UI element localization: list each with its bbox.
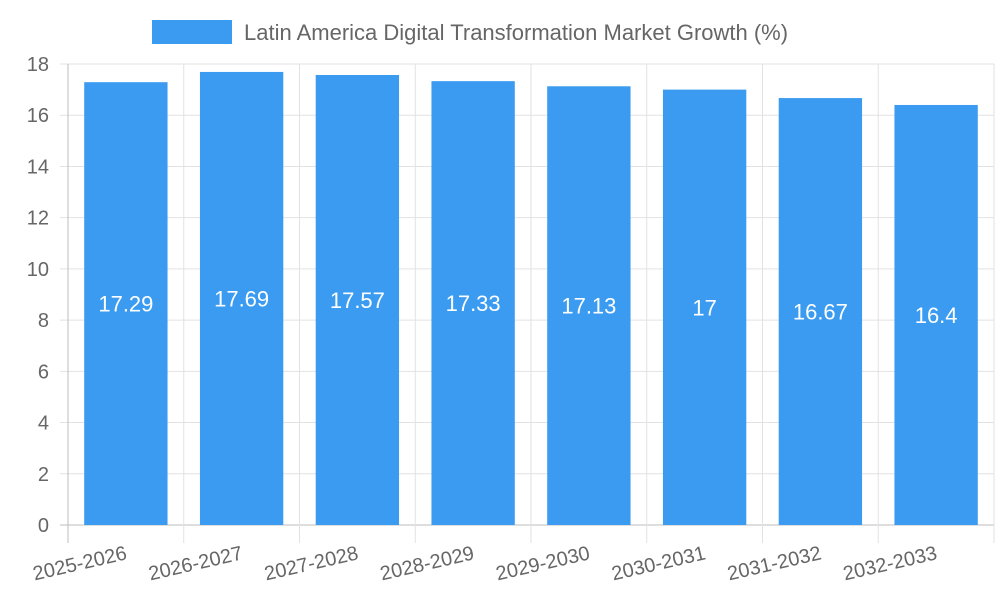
bar-value-label: 16.4 bbox=[915, 303, 958, 328]
y-tick-label: 4 bbox=[38, 413, 49, 435]
bar[interactable] bbox=[315, 75, 400, 525]
y-tick-label: 16 bbox=[27, 105, 49, 127]
x-tick-label: 2030-2031 bbox=[610, 542, 708, 585]
x-tick-label: 2025-2026 bbox=[31, 542, 129, 585]
y-tick-label: 10 bbox=[27, 259, 49, 281]
bar[interactable] bbox=[894, 104, 978, 525]
bar[interactable] bbox=[778, 98, 863, 525]
legend-label: Latin America Digital Transformation Mar… bbox=[244, 20, 788, 45]
legend[interactable]: Latin America Digital Transformation Mar… bbox=[152, 20, 788, 45]
x-tick-label: 2029-2030 bbox=[494, 542, 592, 585]
bar-value-label: 17.57 bbox=[330, 288, 385, 313]
x-tick-label: 2027-2028 bbox=[262, 542, 360, 585]
y-tick-label: 12 bbox=[27, 208, 49, 230]
y-tick-label: 8 bbox=[38, 310, 49, 332]
bar-value-label: 17.13 bbox=[561, 294, 616, 319]
bars: 17.29 17.69 17.57 17.33 17.13 17 16.67 16.4 bbox=[84, 71, 978, 525]
x-tick-label: 2032-2033 bbox=[841, 542, 939, 585]
x-tick-label: 2031-2032 bbox=[725, 542, 823, 585]
bar[interactable] bbox=[199, 71, 284, 525]
bar[interactable] bbox=[547, 86, 631, 525]
y-tick-label: 14 bbox=[27, 156, 49, 178]
bar-value-label: 16.67 bbox=[793, 300, 848, 325]
bar[interactable] bbox=[431, 81, 515, 525]
x-tick-label: 2026-2027 bbox=[147, 542, 245, 585]
y-tick-label: 6 bbox=[38, 361, 49, 383]
bar-value-label: 17.29 bbox=[98, 292, 153, 317]
bar[interactable] bbox=[84, 82, 168, 525]
bar[interactable] bbox=[662, 89, 747, 525]
bar-value-label: 17 bbox=[692, 295, 716, 320]
y-tick-label: 18 bbox=[27, 54, 49, 76]
legend-swatch bbox=[152, 20, 232, 44]
bar-value-label: 17.33 bbox=[446, 291, 501, 316]
x-tick-label: 2028-2029 bbox=[378, 542, 476, 585]
bar-value-label: 17.69 bbox=[214, 286, 269, 311]
y-tick-label: 0 bbox=[38, 515, 49, 537]
y-tick-label: 2 bbox=[38, 464, 49, 486]
